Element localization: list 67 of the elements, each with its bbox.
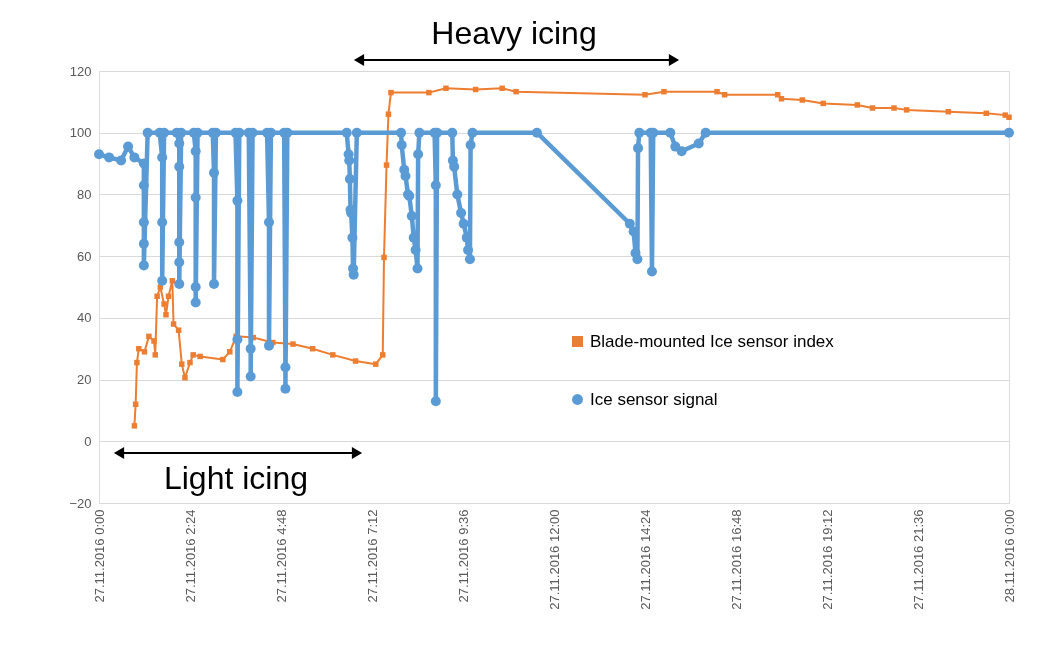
- point: [161, 301, 167, 307]
- legend-label: Ice sensor signal: [590, 389, 718, 409]
- point: [383, 162, 390, 168]
- point: [799, 97, 806, 103]
- x-tick-label: 27.11.2016 19:12: [819, 509, 835, 610]
- point: [426, 89, 432, 96]
- y-tick-label: 40: [77, 310, 92, 326]
- point: [169, 278, 176, 284]
- point: [854, 102, 861, 108]
- x-tick-label: 27.11.2016 0:00: [91, 509, 107, 603]
- point: [820, 100, 826, 107]
- point: [388, 89, 394, 96]
- point: [163, 312, 169, 318]
- point: [380, 352, 386, 358]
- point: [869, 105, 876, 111]
- point: [141, 349, 148, 355]
- legend-label: Blade-mounted Ice sensor index: [590, 331, 835, 351]
- x-tick-label: 27.11.2016 14:24: [637, 509, 653, 610]
- annotation: Light icing: [163, 460, 309, 496]
- point: [134, 359, 140, 366]
- point: [197, 353, 203, 360]
- text: Heavy icing: [431, 15, 597, 51]
- point: [136, 345, 142, 352]
- point: [175, 327, 182, 333]
- x-tick-label: 27.11.2016 12:00: [546, 509, 562, 610]
- point: [170, 321, 177, 327]
- y-tick-label: 80: [77, 186, 92, 202]
- y-tick-label: 0: [84, 433, 92, 449]
- point: [190, 352, 196, 358]
- x-tick-label: 27.11.2016 4:48: [273, 509, 289, 603]
- point: [187, 359, 193, 366]
- x-tick-label: 27.11.2016 21:36: [910, 509, 926, 610]
- point: [352, 358, 359, 364]
- point: [373, 361, 379, 367]
- x-tick-label: 27.11.2016 7:12: [364, 509, 380, 603]
- point: [513, 88, 519, 95]
- y-tick-label: −20: [69, 495, 92, 511]
- point: [642, 92, 648, 98]
- point: [220, 356, 226, 363]
- point: [661, 88, 667, 95]
- point: [146, 333, 152, 340]
- point: [385, 111, 392, 117]
- point: [499, 85, 505, 92]
- x-tick-label: 28.11.2016 0:00: [1001, 509, 1017, 603]
- point: [891, 105, 897, 111]
- point: [1006, 114, 1012, 121]
- point: [443, 85, 449, 92]
- x-tick-label: 27.11.2016 2:24: [182, 509, 198, 603]
- y-tick-label: 60: [77, 248, 92, 264]
- point: [151, 338, 157, 344]
- point: [131, 423, 138, 429]
- point: [381, 254, 387, 261]
- point: [290, 341, 296, 347]
- y-tick-label: 20: [77, 372, 92, 388]
- x-tick-label: 27.11.2016 16:48: [728, 509, 744, 610]
- point: [182, 374, 188, 381]
- point: [714, 88, 720, 95]
- point: [179, 361, 185, 367]
- y-tick-label: 100: [69, 125, 92, 141]
- point: [330, 352, 336, 358]
- point: [154, 293, 160, 299]
- x-tick-label: 27.11.2016 9:36: [455, 509, 471, 603]
- point: [152, 352, 158, 358]
- point: [903, 107, 910, 113]
- y-tick-label: 120: [69, 63, 92, 79]
- point: [778, 96, 785, 102]
- point: [227, 349, 233, 355]
